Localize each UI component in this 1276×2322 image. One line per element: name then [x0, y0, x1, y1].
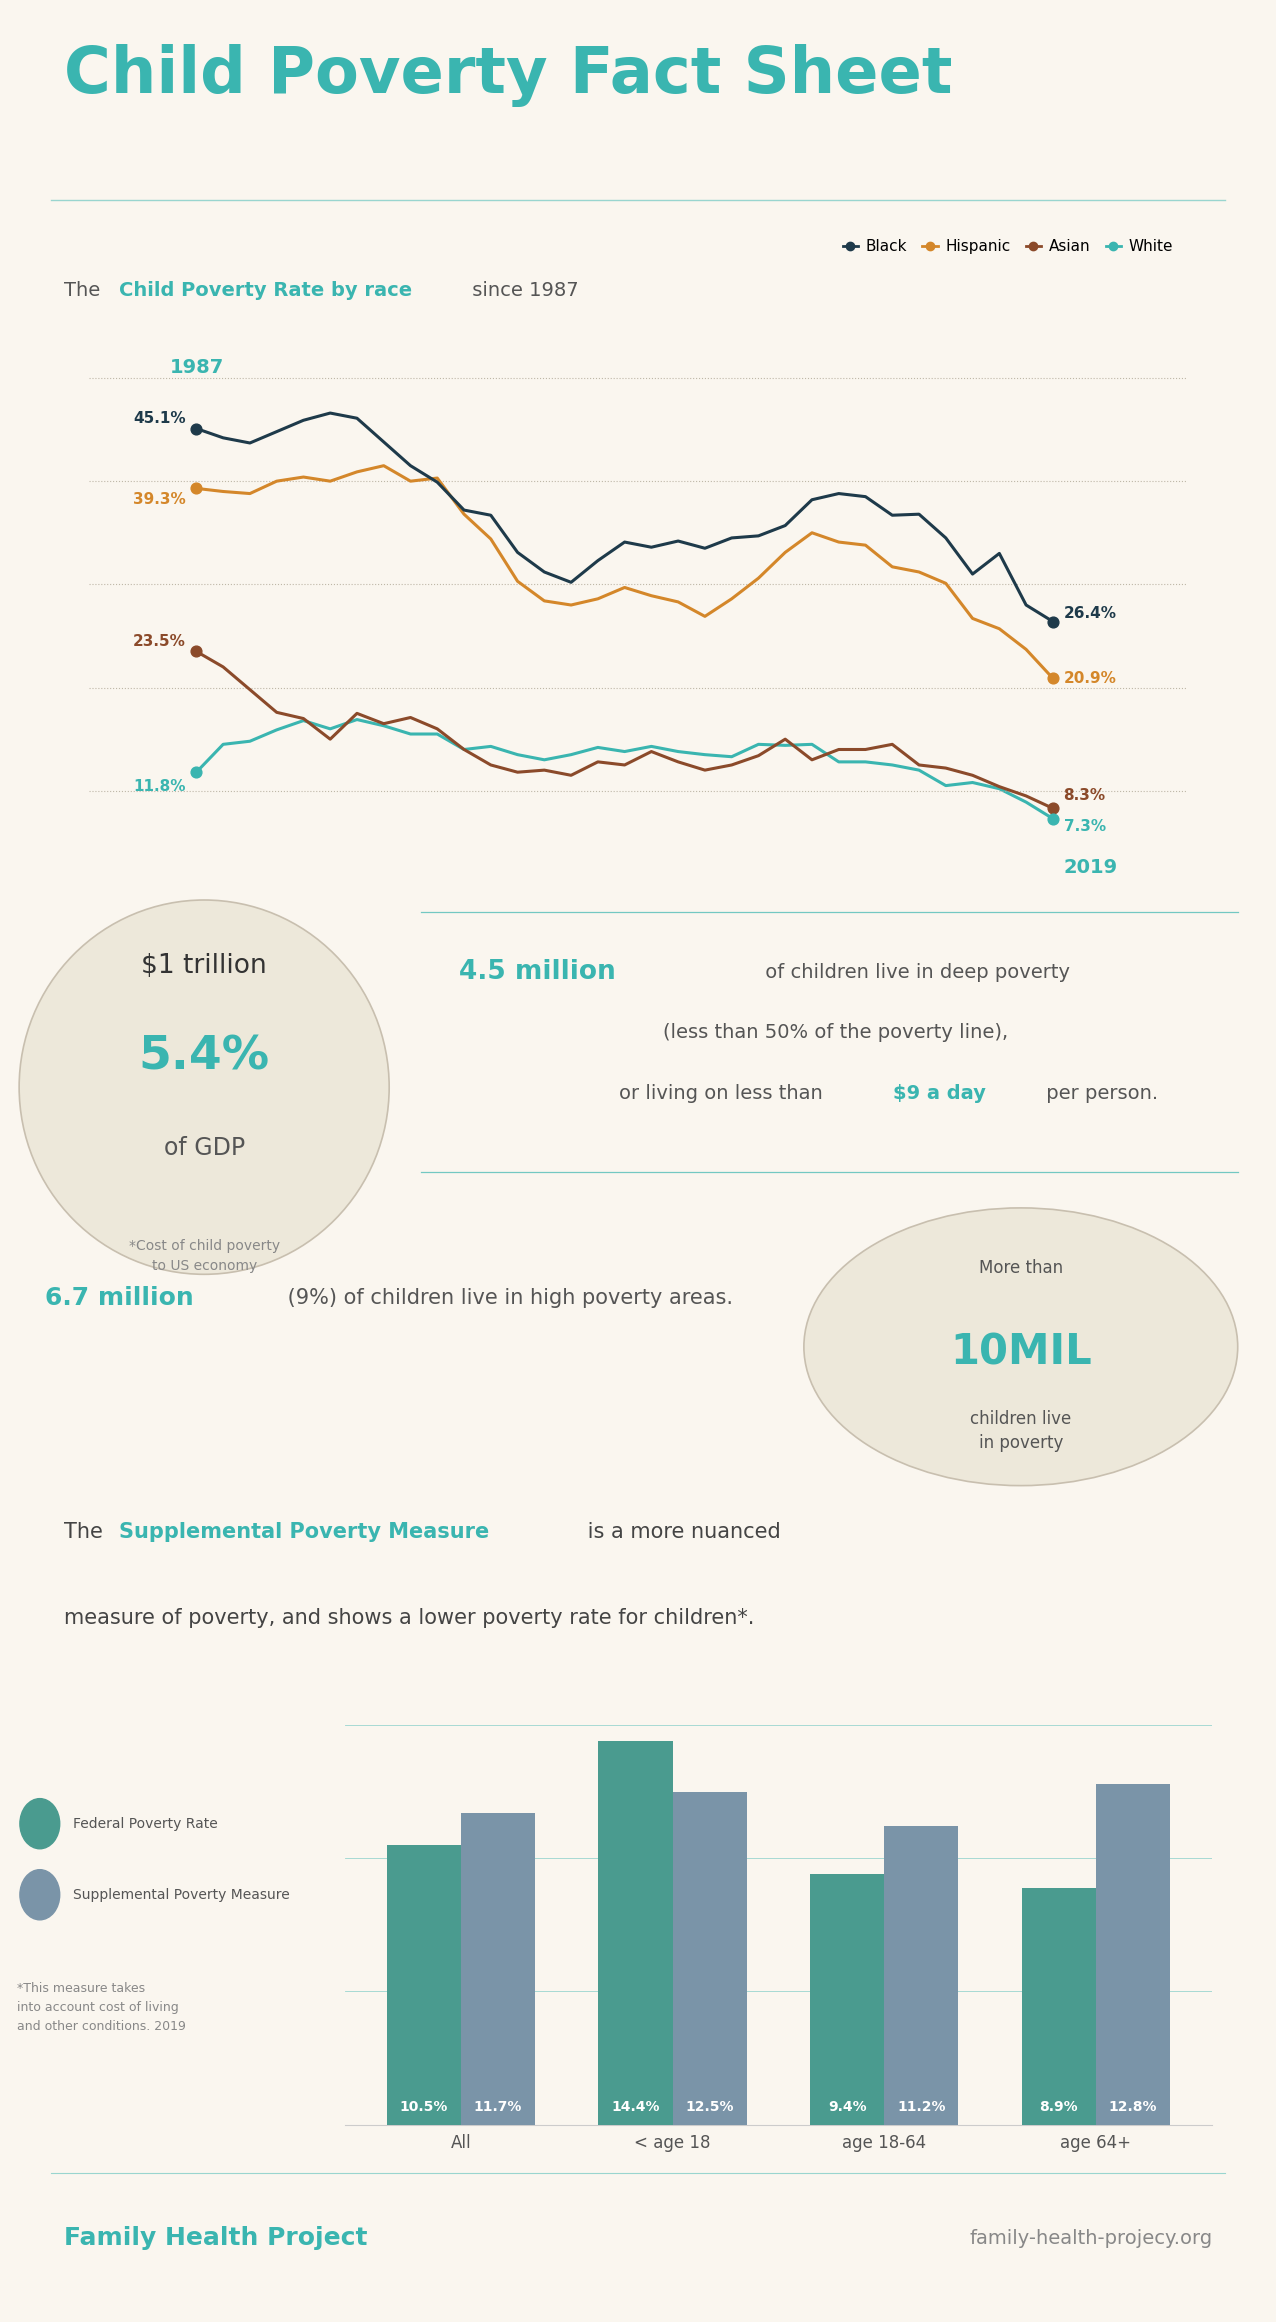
Text: The: The: [64, 1523, 110, 1542]
Text: (9%) of children live in high poverty areas.: (9%) of children live in high poverty ar…: [281, 1289, 732, 1310]
Legend: Black, Hispanic, Asian, White: Black, Hispanic, Asian, White: [837, 232, 1179, 260]
Text: 23.5%: 23.5%: [133, 634, 186, 650]
Point: [1042, 801, 1063, 838]
Text: 11.8%: 11.8%: [133, 778, 186, 794]
Bar: [1096, 1783, 1170, 2125]
Bar: [1022, 1888, 1096, 2125]
Text: 1987: 1987: [170, 358, 223, 376]
Text: children live
in poverty: children live in poverty: [970, 1409, 1072, 1451]
Bar: [598, 1742, 672, 2125]
Point: [1042, 604, 1063, 641]
Text: $1 trillion: $1 trillion: [142, 954, 267, 980]
Text: Supplemental Poverty Measure: Supplemental Poverty Measure: [73, 1888, 290, 1902]
Text: More than: More than: [979, 1259, 1063, 1277]
Text: 20.9%: 20.9%: [1064, 671, 1116, 687]
Text: measure of poverty, and shows a lower poverty rate for children*.: measure of poverty, and shows a lower po…: [64, 1609, 754, 1628]
Text: 9.4%: 9.4%: [828, 2099, 866, 2113]
Point: [186, 411, 207, 448]
Text: 45.1%: 45.1%: [133, 411, 186, 427]
Text: Child Poverty Rate by race: Child Poverty Rate by race: [119, 281, 412, 300]
Point: [186, 634, 207, 671]
Text: 26.4%: 26.4%: [1064, 606, 1116, 622]
Circle shape: [20, 1869, 60, 1920]
Point: [186, 755, 207, 792]
Bar: [884, 1827, 958, 2125]
Text: since 1987: since 1987: [466, 281, 578, 300]
Text: 8.9%: 8.9%: [1040, 2099, 1078, 2113]
Bar: [810, 1874, 884, 2125]
Text: The: The: [64, 281, 106, 300]
Text: 5.4%: 5.4%: [139, 1036, 269, 1080]
Text: (less than 50% of the poverty line),: (less than 50% of the poverty line),: [664, 1024, 1008, 1043]
Text: 7.3%: 7.3%: [1064, 820, 1106, 834]
Text: *This measure takes
into account cost of living
and other conditions. 2019: *This measure takes into account cost of…: [17, 1983, 185, 2034]
Text: 8.3%: 8.3%: [1064, 787, 1106, 803]
Text: of GDP: of GDP: [163, 1135, 245, 1159]
Point: [1042, 789, 1063, 827]
Text: Supplemental Poverty Measure: Supplemental Poverty Measure: [119, 1523, 489, 1542]
Point: [1042, 659, 1063, 697]
Bar: [461, 1813, 535, 2125]
Text: 11.7%: 11.7%: [473, 2099, 522, 2113]
Text: family-health-projecy.org: family-health-projecy.org: [968, 2229, 1212, 2248]
Text: $9 a day: $9 a day: [893, 1084, 986, 1103]
Text: 39.3%: 39.3%: [133, 492, 186, 506]
Text: of children live in deep poverty: of children live in deep poverty: [759, 964, 1071, 982]
Text: 10.5%: 10.5%: [399, 2099, 448, 2113]
Text: Family Health Project: Family Health Project: [64, 2227, 367, 2250]
Text: Federal Poverty Rate: Federal Poverty Rate: [73, 1816, 218, 1830]
Point: [186, 469, 207, 506]
Ellipse shape: [19, 901, 389, 1275]
Text: 10MIL: 10MIL: [949, 1333, 1092, 1375]
Text: 4.5 million: 4.5 million: [459, 959, 616, 985]
Text: 12.5%: 12.5%: [685, 2099, 734, 2113]
Text: 6.7 million: 6.7 million: [45, 1286, 194, 1310]
Text: 11.2%: 11.2%: [897, 2099, 946, 2113]
Text: 12.8%: 12.8%: [1109, 2099, 1157, 2113]
Text: or living on less than: or living on less than: [619, 1084, 829, 1103]
Text: is a more nuanced: is a more nuanced: [581, 1523, 781, 1542]
Text: *Cost of child poverty
to US economy: *Cost of child poverty to US economy: [129, 1240, 279, 1272]
Text: 14.4%: 14.4%: [611, 2099, 660, 2113]
Bar: [672, 1793, 746, 2125]
Ellipse shape: [804, 1207, 1238, 1486]
Bar: [387, 1846, 461, 2125]
Text: 2019: 2019: [1064, 859, 1118, 878]
Circle shape: [20, 1800, 60, 1848]
Text: Child Poverty Fact Sheet: Child Poverty Fact Sheet: [64, 44, 952, 107]
Text: per person.: per person.: [1040, 1084, 1159, 1103]
